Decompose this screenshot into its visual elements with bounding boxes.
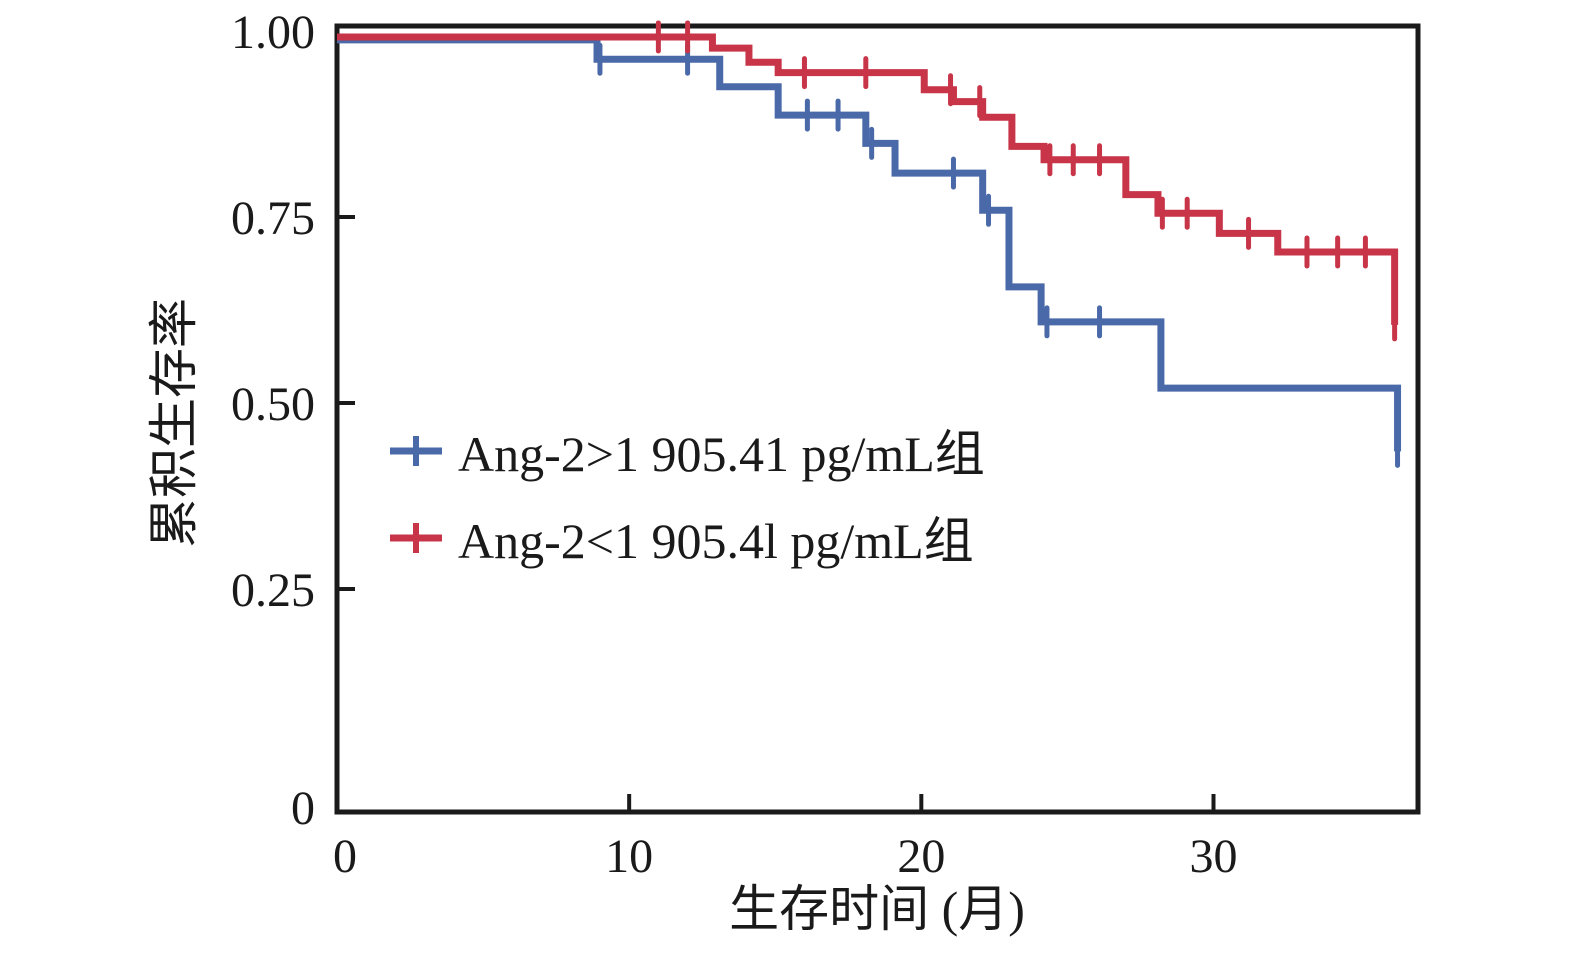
legend-item-high-ang2: Ang-2>1 905.41 pg/mL组 bbox=[388, 412, 985, 488]
survival-curve-low-ang2 bbox=[337, 33, 1399, 325]
y-axis-title: 累积生存率 bbox=[146, 298, 202, 548]
y-tick-label: 0.25 bbox=[231, 564, 315, 617]
censor-plus-marker-icon bbox=[390, 523, 442, 553]
x-axis-title: 生存时间 (月) bbox=[729, 881, 1025, 937]
plot-frame bbox=[334, 23, 1421, 815]
legend-item-low-ang2: Ang-2<1 905.4l pg/mL组 bbox=[388, 499, 985, 575]
x-tick-label: 30 bbox=[1189, 830, 1237, 883]
legend-label-high-ang2: Ang-2>1 905.41 pg/mL组 bbox=[458, 426, 985, 482]
x-tick-label: 20 bbox=[897, 830, 945, 883]
censor-plus-marker-icon bbox=[390, 436, 442, 466]
y-tick-label: 1.00 bbox=[231, 6, 315, 59]
y-tick-label: 0 bbox=[291, 782, 315, 835]
x-tick-label: 0 bbox=[333, 830, 357, 883]
legend-label-low-ang2: Ang-2<1 905.4l pg/mL组 bbox=[458, 513, 974, 569]
y-tick-label: 0.50 bbox=[231, 378, 315, 431]
y-tick-label: 0.75 bbox=[231, 192, 315, 245]
survival-curve-high-ang2 bbox=[337, 36, 1402, 452]
x-tick-label: 10 bbox=[605, 830, 653, 883]
legend: Ang-2>1 905.41 pg/mL组 Ang-2<1 905.4l pg/… bbox=[388, 412, 985, 575]
